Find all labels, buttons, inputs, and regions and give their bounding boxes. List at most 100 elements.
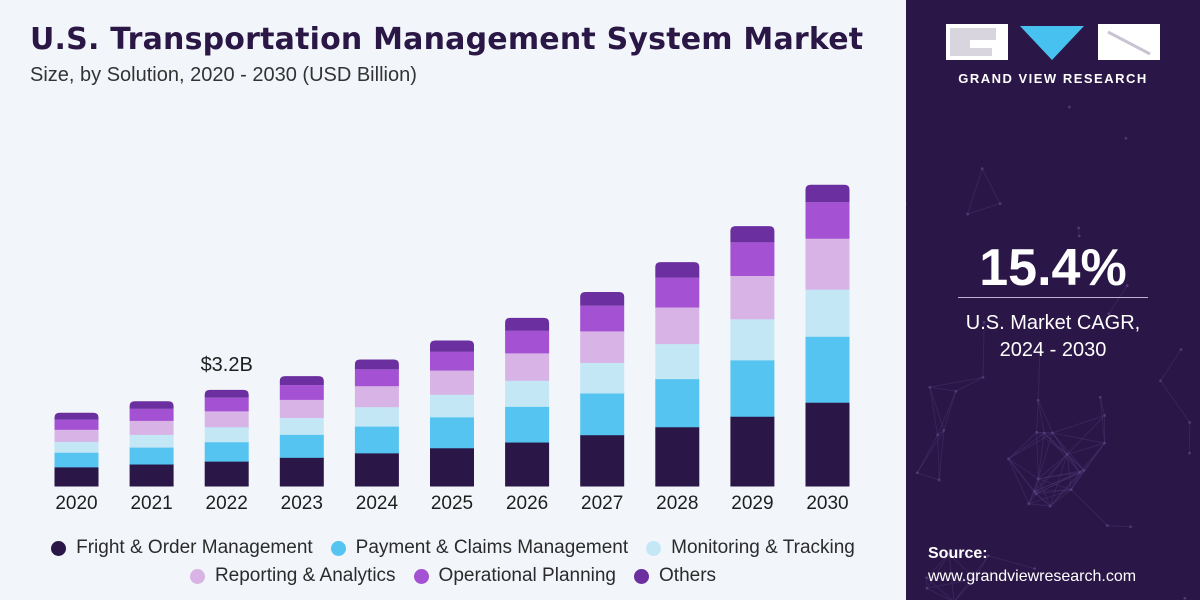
x-tick-label-2030: 2030 (806, 493, 848, 514)
legend-item-monitoring-and-tracking: Monitoring & Tracking (646, 537, 855, 559)
bar-segment-operational-planning-2020 (54, 419, 99, 430)
bar-segment-reporting-and-analytics-2022 (204, 410, 249, 428)
bar-segment-operational-planning-2029 (730, 242, 775, 276)
bar-segment-fright-and-order-management-2024 (354, 452, 399, 487)
bar-segment-others-2020 (54, 412, 99, 420)
bar-segment-monitoring-and-tracking-2022 (204, 426, 249, 443)
bar-segment-payment-and-claims-management-2025 (430, 416, 474, 449)
bar-segment-fright-and-order-management-2028 (655, 426, 700, 487)
bar-segment-fright-and-order-management-2029 (730, 416, 775, 487)
bar-segment-others-2021 (129, 401, 174, 409)
legend-label: Others (659, 565, 717, 586)
bar-segment-operational-planning-2026 (505, 330, 550, 354)
bar-segment-reporting-and-analytics-2030 (805, 238, 850, 290)
bar-segment-fright-and-order-management-2025 (430, 447, 474, 487)
legend-swatch (634, 568, 650, 584)
bar-segment-monitoring-and-tracking-2023 (279, 417, 324, 435)
decorative-network-background (906, 105, 1192, 600)
bar-segment-others-2029 (730, 226, 775, 243)
bar-segment-payment-and-claims-management-2027 (580, 392, 625, 436)
cagr-label: U.S. Market CAGR, 2024 - 2030 (906, 310, 1200, 364)
bar-segment-reporting-and-analytics-2027 (580, 330, 625, 363)
bar-segment-others-2027 (580, 292, 625, 306)
chart-legend: Fright & Order Management Payment & Claim… (0, 534, 906, 590)
bar-segment-monitoring-and-tracking-2029 (730, 318, 775, 361)
bar-segment-operational-planning-2023 (279, 385, 324, 400)
bar-segment-operational-planning-2028 (655, 277, 700, 308)
source-label: Source: (928, 545, 988, 562)
bar-segment-reporting-and-analytics-2029 (730, 275, 775, 320)
bar-segment-fright-and-order-management-2030 (805, 402, 850, 487)
chart-panel: U.S. Transportation Management System Ma… (0, 0, 906, 600)
x-tick-label-2023: 2023 (281, 493, 323, 514)
bar-segment-fright-and-order-management-2020 (54, 466, 99, 487)
bar-segment-payment-and-claims-management-2021 (129, 447, 174, 465)
source-link[interactable]: www.grandviewresearch.com (928, 568, 1137, 585)
x-tick-label-2027: 2027 (581, 493, 623, 514)
bar-segment-payment-and-claims-management-2029 (730, 359, 775, 417)
bar-segment-reporting-and-analytics-2024 (354, 385, 399, 408)
bar-segment-monitoring-and-tracking-2020 (54, 441, 99, 453)
bar-segment-others-2030 (805, 184, 850, 203)
bar-segment-monitoring-and-tracking-2027 (580, 362, 625, 394)
legend-item-others: Others (634, 565, 716, 587)
bar-segment-operational-planning-2025 (430, 351, 474, 371)
data-label-total-2022: $3.2B (201, 354, 253, 376)
bar-segment-operational-planning-2022 (204, 397, 249, 412)
bar-segment-reporting-and-analytics-2026 (505, 352, 550, 381)
bar-segment-monitoring-and-tracking-2024 (354, 406, 399, 427)
chart-title: U.S. Transportation Management System Ma… (30, 22, 864, 57)
legend-row-1: Fright & Order Management Payment & Claim… (0, 534, 906, 562)
bar-segment-payment-and-claims-management-2030 (805, 336, 850, 403)
bar-segment-monitoring-and-tracking-2021 (129, 434, 174, 448)
x-tick-label-2020: 2020 (55, 493, 97, 514)
bar-segment-others-2028 (655, 262, 700, 278)
bar-segment-payment-and-claims-management-2020 (54, 452, 99, 468)
legend-swatch (189, 568, 205, 584)
x-tick-label-2024: 2024 (356, 493, 399, 514)
bar-segment-operational-planning-2027 (580, 305, 625, 332)
bar-segment-others-2024 (354, 359, 399, 370)
bar-segment-others-2026 (505, 317, 550, 331)
gvr-logo-icon (946, 24, 1160, 60)
legend-label: Operational Planning (438, 565, 617, 586)
x-tick-label-2021: 2021 (130, 493, 172, 514)
legend-swatch (646, 540, 662, 556)
bar-segment-others-2022 (204, 389, 249, 398)
legend-swatch (330, 540, 346, 556)
x-tick-label-2022: 2022 (206, 493, 248, 514)
sidebar-panel: GRAND VIEW RESEARCH 15.4% U.S. Market CA… (906, 0, 1200, 600)
legend-item-reporting-and-analytics: Reporting & Analytics (189, 565, 396, 587)
bar-segment-fright-and-order-management-2023 (279, 457, 324, 487)
bar-segment-payment-and-claims-management-2023 (279, 434, 324, 458)
legend-item-operational-planning: Operational Planning (413, 565, 617, 587)
bar-segment-fright-and-order-management-2022 (204, 461, 249, 487)
bar-segment-fright-and-order-management-2027 (580, 434, 625, 487)
x-tick-label-2029: 2029 (731, 493, 773, 514)
x-tick-label-2025: 2025 (431, 493, 473, 514)
bar-segment-payment-and-claims-management-2022 (204, 441, 249, 462)
stacked-bar-chart: 2020 2021 2022 $3.2B 2023 2024 2025 2026 2027 202… (54, 184, 850, 514)
bar-segment-others-2023 (279, 376, 324, 386)
cagr-label-line1: U.S. Market CAGR, (965, 312, 1141, 334)
chart-subtitle: Size, by Solution, 2020 - 2030 (USD Bill… (30, 64, 417, 86)
legend-label: Monitoring & Tracking (671, 537, 855, 558)
bar-segment-reporting-and-analytics-2023 (279, 399, 324, 419)
bar-segment-payment-and-claims-management-2026 (505, 406, 550, 443)
bar-segment-operational-planning-2030 (805, 202, 850, 239)
bar-segment-reporting-and-analytics-2025 (430, 370, 474, 395)
x-tick-label-2028: 2028 (656, 493, 698, 514)
bar-segment-payment-and-claims-management-2028 (655, 378, 700, 428)
brand-name: GRAND VIEW RESEARCH (958, 71, 1148, 86)
bar-segment-monitoring-and-tracking-2026 (505, 380, 550, 407)
legend-row-2: Reporting & Analytics Operational Plannin… (0, 562, 906, 590)
bar-segment-reporting-and-analytics-2021 (129, 420, 174, 435)
bar-segment-operational-planning-2021 (129, 408, 174, 421)
bar-segment-reporting-and-analytics-2028 (655, 307, 700, 345)
bar-segment-others-2025 (430, 340, 474, 352)
legend-label: Fright & Order Management (76, 537, 313, 558)
bar-segment-fright-and-order-management-2026 (505, 442, 550, 487)
bar-segment-operational-planning-2024 (354, 369, 399, 387)
bar-segment-monitoring-and-tracking-2028 (655, 343, 700, 380)
legend-label: Payment & Claims Management (355, 537, 629, 558)
